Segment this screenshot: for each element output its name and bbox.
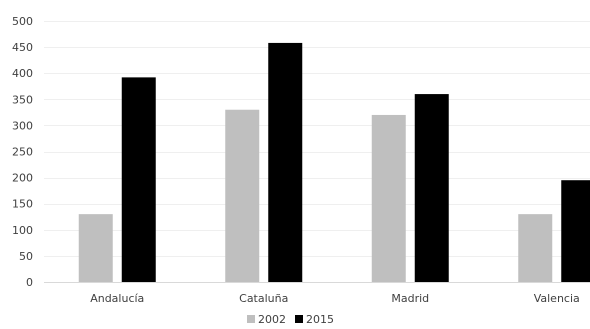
bar-2002-3 — [518, 214, 553, 282]
y-tick-label: 0 — [26, 276, 33, 289]
y-tick-label: 150 — [12, 198, 33, 211]
y-axis-ticks: 0 50 100 150 200 250 300 350 400 450 500 — [12, 15, 33, 289]
y-tick-label: 250 — [12, 146, 33, 159]
legend-swatch-2002 — [247, 315, 255, 323]
bar-2015-3 — [561, 180, 590, 282]
bar-2015-1 — [268, 42, 303, 283]
x-axis-labels: Andalucía Cataluña Madrid Valencia — [90, 292, 580, 305]
bar-2002-2 — [371, 114, 406, 283]
bar-2015-0 — [121, 77, 156, 282]
y-tick-label: 50 — [19, 250, 33, 263]
bar-2015-2 — [414, 94, 449, 282]
bar-2002-1 — [225, 109, 260, 283]
bars — [78, 42, 590, 283]
y-tick-label: 500 — [12, 15, 33, 28]
x-tick-label: Madrid — [391, 292, 429, 305]
x-tick-label: Cataluña — [239, 292, 288, 305]
legend-label: 2002 — [258, 313, 286, 326]
legend-swatch-2015 — [295, 315, 303, 323]
y-tick-label: 350 — [12, 93, 33, 106]
y-tick-label: 400 — [12, 67, 33, 80]
y-tick-label: 450 — [12, 41, 33, 54]
x-tick-label: Andalucía — [90, 292, 144, 305]
y-tick-label: 300 — [12, 119, 33, 132]
legend: 2002 2015 — [247, 313, 334, 326]
y-tick-label: 200 — [12, 172, 33, 185]
x-tick-label: Valencia — [534, 292, 580, 305]
y-tick-label: 100 — [12, 224, 33, 237]
bar-2002-0 — [78, 214, 113, 282]
legend-label: 2015 — [306, 313, 334, 326]
